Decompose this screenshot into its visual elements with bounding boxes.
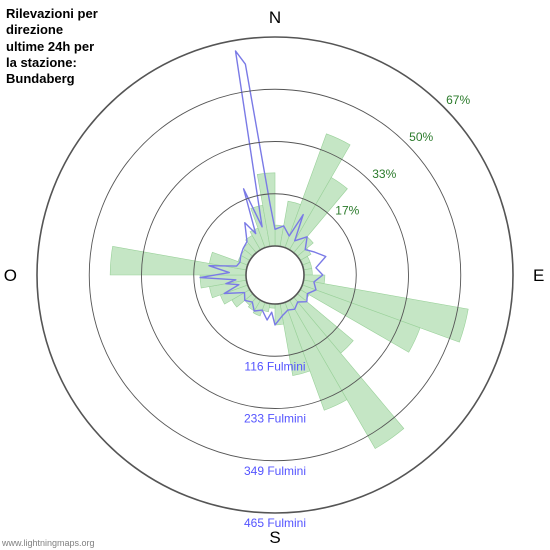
pct-label: 50% bbox=[409, 130, 433, 144]
chart-title: Rilevazioni per direzione ultime 24h per… bbox=[6, 6, 98, 87]
pct-label: 67% bbox=[446, 93, 470, 107]
count-label: 116 Fulmini bbox=[244, 359, 305, 373]
cardinal-S: S bbox=[269, 528, 280, 547]
count-label: 349 Fulmini bbox=[244, 464, 306, 478]
cardinal-N: N bbox=[269, 8, 281, 27]
pct-label: 33% bbox=[372, 167, 396, 181]
credit-text: www.lightningmaps.org bbox=[2, 538, 95, 548]
count-label: 233 Fulmini bbox=[244, 412, 306, 426]
inner-hub bbox=[246, 246, 304, 304]
pct-label: 17% bbox=[335, 204, 359, 218]
cardinal-W: O bbox=[4, 266, 17, 285]
green-wedge bbox=[304, 269, 313, 275]
cardinal-E: E bbox=[533, 266, 544, 285]
